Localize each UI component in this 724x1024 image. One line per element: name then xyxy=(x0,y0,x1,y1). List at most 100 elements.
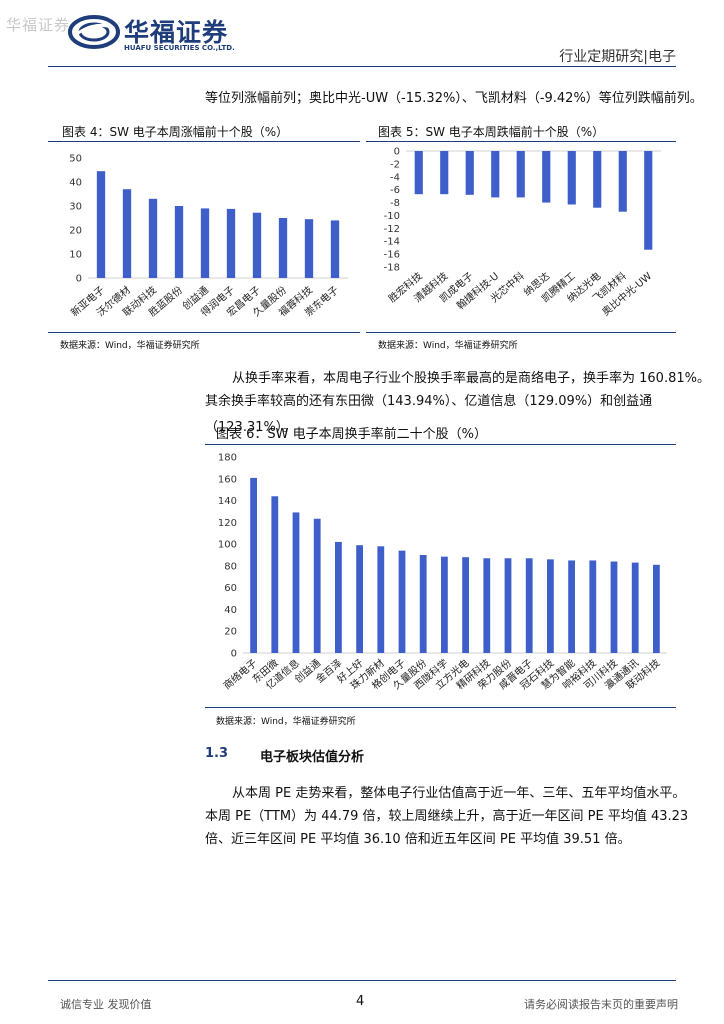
fig6-ytick-label: 40 xyxy=(224,605,237,616)
fig6-bar xyxy=(250,477,257,653)
fig6-source: 数据来源：Wind，华福证券研究所 xyxy=(216,717,356,727)
fig6-ytick-label: 180 xyxy=(218,453,237,464)
fig6-chart: 020406080100120140160180商络电子东田微亿道信息创益通金百… xyxy=(218,453,667,692)
turnover-para-line-2: 其余换手率较高的还有东田微（143.94%）、亿道信息（129.09%）和创益通… xyxy=(205,394,653,435)
fig6-ytick-label: 20 xyxy=(224,627,237,638)
pe-para-line-1: 从本周 PE 走势来看，整体电子行业估值高于近一年、三年、五年平均值水平。 xyxy=(232,786,686,801)
fig6-bottom-rule xyxy=(205,707,676,708)
fig5-ytick-label: -14 xyxy=(384,237,400,248)
fig4-bar xyxy=(226,208,236,278)
fig5-ytick-label: -12 xyxy=(384,224,400,235)
fig5-top-rule xyxy=(366,141,676,142)
fig6-bar xyxy=(313,518,321,653)
fig6-bar xyxy=(441,556,448,653)
fig6-bar xyxy=(568,560,575,653)
fig5-bar xyxy=(491,151,500,198)
fig4-title: 图表 4：SW 电子本周涨幅前十个股（%） xyxy=(62,125,289,139)
fig5-chart: 0-2-4-6-8-10-12-14-16-18胜宏科技清越科技凯成电子翰捷科技… xyxy=(384,147,661,318)
fig6-bar xyxy=(483,558,491,653)
logo-emblem-icon xyxy=(68,15,120,49)
fig6-ytick-label: 0 xyxy=(231,649,237,660)
fig4-ytick-label: 0 xyxy=(76,274,82,285)
fig6-bar xyxy=(271,496,279,653)
fig4-top-rule xyxy=(48,141,360,142)
fig5-ytick-label: -10 xyxy=(384,211,400,222)
pe-para-line-2: 本周 PE（TTM）为 44.79 倍，较上周继续上升，高于近一年区间 PE 平… xyxy=(205,809,689,824)
fig5-ytick-label: 0 xyxy=(394,147,400,158)
fig5-ytick-label: -2 xyxy=(390,159,400,170)
fig6-title: 图表 6：SW 电子本周换手率前二十个股（%） xyxy=(216,427,487,442)
turnover-para-line-1: 从换手率来看，本周电子行业个股换手率最高的是商络电子，换手率为 160.81%。 xyxy=(232,371,710,386)
fig4-bar xyxy=(200,208,210,278)
company-logo xyxy=(66,10,256,58)
brand-name-en: HUAFU SECURITIES CO.,LTD. xyxy=(124,44,235,52)
header-divider xyxy=(48,66,676,67)
fig6-top-rule xyxy=(205,444,676,445)
section-number: 1.3 xyxy=(205,746,229,761)
fig5-ytick-label: -16 xyxy=(384,250,400,261)
section-title: 电子板块估值分析 xyxy=(260,750,365,765)
fig4-ytick-label: 40 xyxy=(69,178,82,189)
fig4-ytick-label: 50 xyxy=(69,154,82,165)
fig6-bar xyxy=(589,560,597,653)
fig6-bar xyxy=(377,546,385,653)
fig6-bar xyxy=(292,512,300,653)
pe-para-line-3: 倍、近三年区间 PE 平均值 36.10 倍和近五年区间 PE 平均值 39.5… xyxy=(205,832,631,847)
footer-disclaimer: 请务必阅读报告末页的重要声明 xyxy=(524,998,678,1011)
fig6-ytick-label: 100 xyxy=(218,540,237,551)
brand-name-cn: 华福证券 xyxy=(124,18,229,47)
fig6-bar xyxy=(610,561,618,653)
fig6-bar xyxy=(525,558,533,653)
fig6-bar xyxy=(504,558,512,653)
fig6-bar xyxy=(462,557,469,653)
page-number: 4 xyxy=(356,994,365,1009)
fig5-bar xyxy=(440,151,449,195)
fig5-bar xyxy=(618,151,627,212)
fig4-source: 数据来源：Wind，华福证券研究所 xyxy=(60,341,200,351)
fig4-bar xyxy=(96,171,106,278)
fig4-ytick-label: 30 xyxy=(69,202,82,213)
fig5-title: 图表 5：SW 电子本周跌幅前十个股（%） xyxy=(378,125,605,139)
fig6-ytick-label: 80 xyxy=(224,561,237,572)
fig5-source: 数据来源：Wind，华福证券研究所 xyxy=(378,341,518,351)
fig6-bar xyxy=(547,559,554,653)
fig5-bar xyxy=(542,151,551,203)
footer-divider xyxy=(48,980,676,981)
fig4-bar xyxy=(122,189,132,278)
watermark: 华福证券 xyxy=(6,16,71,34)
fig5-ytick-label: -18 xyxy=(384,263,400,274)
fig4-bar xyxy=(304,219,314,278)
fig5-ytick-label: -6 xyxy=(390,185,400,196)
fig4-bar xyxy=(174,206,184,278)
fig5-bar xyxy=(567,151,576,205)
fig6-ytick-label: 140 xyxy=(218,496,237,507)
fig4-bar xyxy=(278,218,288,278)
footer-slogan: 诚信专业 发现价值 xyxy=(60,998,152,1011)
fig6-bar xyxy=(398,550,406,653)
fig4-bar xyxy=(148,198,158,278)
intro-line: 等位列涨幅前列；奥比中光-UW（-15.32%）、飞凯材料（-9.42%）等位列… xyxy=(205,91,703,106)
fig5-bottom-rule xyxy=(366,332,676,333)
fig6-bar xyxy=(419,555,427,653)
fig5-bar xyxy=(414,151,423,195)
fig5-ytick-label: -4 xyxy=(390,172,400,183)
fig5-bar xyxy=(516,151,525,198)
fig5-ytick-label: -8 xyxy=(390,198,400,209)
fig5-bar xyxy=(465,151,474,195)
fig5-bar xyxy=(644,151,653,250)
fig6-bar xyxy=(631,562,639,653)
fig6-ytick-label: 120 xyxy=(218,518,237,529)
fig6-bar xyxy=(653,564,660,653)
fig4-bar xyxy=(252,212,262,278)
fig6-bar xyxy=(335,541,342,653)
fig5-bar xyxy=(593,151,602,208)
fig6-bar xyxy=(356,545,363,653)
fig4-ytick-label: 10 xyxy=(69,250,82,261)
fig4-chart: 01020304050新亚电子沃尔德材联动科技胜蓝股份创益通得润电子宏昌电子久量… xyxy=(68,154,348,319)
fig4-bottom-rule xyxy=(48,332,360,333)
fig4-bar xyxy=(330,220,340,278)
fig4-ytick-label: 20 xyxy=(69,226,82,237)
fig6-ytick-label: 160 xyxy=(218,474,237,485)
report-type: 行业定期研究|电子 xyxy=(559,49,676,65)
fig6-ytick-label: 60 xyxy=(224,583,237,594)
